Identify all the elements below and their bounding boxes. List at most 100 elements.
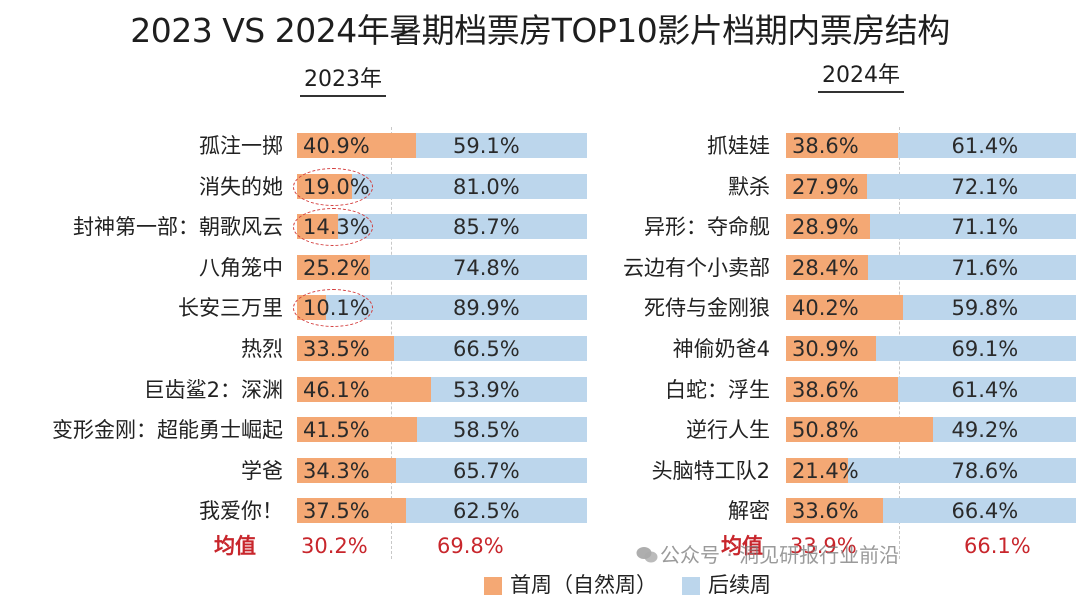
value-label-first-week: 27.9% [792, 174, 859, 199]
value-label-first-week: 50.8% [792, 418, 859, 443]
bar-later-weeks [352, 173, 587, 199]
bar-first-week [786, 498, 884, 524]
value-label-first-week: 33.5% [303, 337, 370, 361]
bar-row: 孤注一掷 40.9% 59.1% [0, 131, 1080, 161]
bar-row: 巨齿鲨2：深渊 46.1% 53.9% [0, 375, 1080, 405]
value-label-later-weeks: 58.5% [453, 418, 520, 443]
value-label-later-weeks: 74.8% [453, 255, 520, 280]
value-label-later-weeks: 61.4% [951, 377, 1019, 402]
value-label-first-week: 34.3% [303, 458, 370, 483]
bar-later-weeks [338, 214, 587, 240]
value-label-first-week: 33.6% [792, 499, 859, 524]
bar-later-weeks [415, 133, 587, 158]
bar-later-weeks [897, 133, 1076, 158]
value-label-first-week: 28.4% [792, 255, 859, 280]
value-label-later-weeks: 61.4% [951, 134, 1019, 158]
value-label-first-week: 25.2% [303, 255, 370, 280]
bar-first-week [786, 336, 876, 361]
category-label: 解密 [728, 499, 770, 524]
bar-later-weeks [405, 498, 587, 524]
value-label-first-week: 40.9% [303, 134, 370, 158]
bar-first-week [786, 376, 898, 402]
category-label: 头脑特工队2 [651, 458, 770, 483]
bar-later-weeks [868, 254, 1076, 280]
bar-row: 头脑特工队2 21.4% 78.6% [0, 456, 1080, 486]
bar-later-weeks [875, 336, 1076, 361]
value-label-later-weeks: 81.0% [453, 174, 520, 199]
category-label: 八角笼中 [199, 255, 283, 280]
bar-first-week [297, 133, 416, 158]
year-label-2023: 2023年 [300, 66, 386, 97]
category-label: 热烈 [241, 337, 283, 361]
bar-first-week [297, 457, 397, 483]
category-label: 默杀 [728, 174, 770, 199]
legend-swatch-first [484, 577, 502, 595]
bar-later-weeks [417, 417, 587, 443]
bar-row: 死侍与金刚狼 40.2% 59.8% [0, 293, 1080, 323]
year-label-2024: 2024年 [818, 62, 904, 93]
bar-later-weeks [866, 173, 1076, 199]
bar-row: 热烈 33.5% 66.5% [0, 334, 1080, 364]
bar-row: 异形：夺命舰 28.9% 71.1% [0, 212, 1080, 242]
bar-later-weeks [394, 336, 587, 361]
value-label-first-week: 38.6% [792, 377, 859, 402]
value-label-later-weeks: 69.1% [951, 337, 1019, 361]
value-label-later-weeks: 72.1% [951, 174, 1019, 199]
average-later-weeks: 69.8% [437, 534, 504, 558]
category-label: 消失的她 [199, 174, 283, 199]
bar-first-week [297, 376, 431, 402]
bar-later-weeks [933, 417, 1076, 443]
value-label-first-week: 38.6% [792, 134, 859, 158]
bar-row: 学爸 34.3% 65.7% [0, 456, 1080, 486]
highlight-circle [293, 167, 373, 206]
value-label-later-weeks: 85.7% [453, 215, 520, 240]
bar-row: 逆行人生 50.8% 49.2% [0, 415, 1080, 445]
bar-first-week [786, 173, 867, 199]
bar-first-week [786, 254, 869, 280]
category-label: 我爱你！ [199, 499, 283, 524]
bar-later-weeks [897, 376, 1076, 402]
value-label-later-weeks: 71.1% [951, 215, 1019, 240]
bar-row: 抓娃娃 38.6% 61.4% [0, 131, 1080, 161]
bar-row: 解密 33.6% 66.4% [0, 496, 1080, 526]
category-label: 巨齿鲨2：深渊 [143, 377, 283, 402]
wechat-icon [636, 547, 658, 563]
bar-row: 白蛇：浮生 38.6% 61.4% [0, 375, 1080, 405]
category-label: 长安三万里 [178, 296, 283, 321]
bar-first-week [786, 214, 870, 240]
category-label: 孤注一掷 [199, 134, 283, 158]
bar-first-week [786, 133, 898, 158]
value-label-first-week: 37.5% [303, 499, 370, 524]
bar-first-week [297, 254, 371, 280]
bar-later-weeks [902, 295, 1076, 321]
highlight-circle [293, 208, 373, 247]
chart-title: 2023 VS 2024年暑期档票房TOP10影片档期内票房结构 [130, 11, 950, 50]
value-label-first-week: 28.9% [792, 215, 859, 240]
category-label: 抓娃娃 [707, 134, 770, 158]
value-label-later-weeks: 78.6% [951, 458, 1019, 483]
value-label-later-weeks: 59.1% [453, 134, 520, 158]
bar-row: 云边有个小卖部 28.4% 71.6% [0, 253, 1080, 283]
bar-later-weeks [883, 498, 1076, 524]
bar-later-weeks [869, 214, 1076, 240]
value-label-first-week: 41.5% [303, 418, 370, 443]
bar-row: 八角笼中 25.2% 74.8% [0, 253, 1080, 283]
category-label: 变形金刚：超能勇士崛起 [52, 418, 283, 443]
legend-label-first: 首周（自然周） [510, 573, 657, 597]
bar-row: 神偷奶爸4 30.9% 69.1% [0, 334, 1080, 364]
value-label-later-weeks: 71.6% [951, 255, 1019, 280]
bar-first-week [786, 295, 903, 321]
bar-later-weeks [848, 457, 1076, 483]
value-label-later-weeks: 66.5% [453, 337, 520, 361]
bar-first-week [786, 417, 934, 443]
category-label: 白蛇：浮生 [665, 377, 770, 402]
average-label: 均值 [721, 534, 763, 558]
value-label-later-weeks: 49.2% [951, 418, 1019, 443]
bar-first-week [786, 457, 849, 483]
value-label-first-week: 46.1% [303, 377, 370, 402]
category-label: 封神第一部：朝歌风云 [73, 215, 283, 240]
bar-first-week [297, 498, 406, 524]
bar-later-weeks [370, 254, 587, 280]
category-label: 死侍与金刚狼 [644, 296, 770, 321]
bar-first-week [297, 336, 395, 361]
